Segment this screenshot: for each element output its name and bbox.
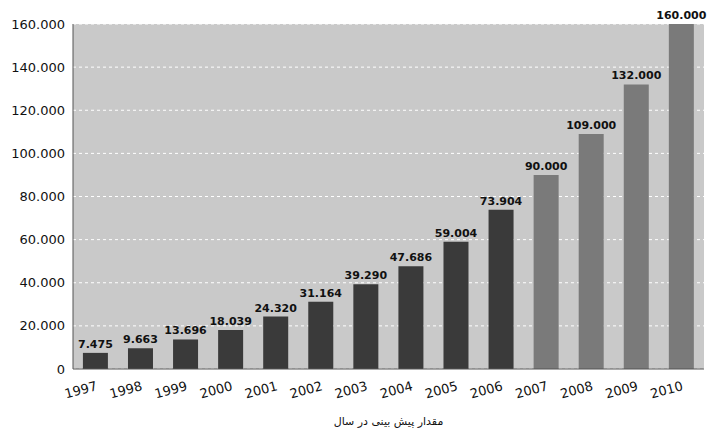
svg-text:2000: 2000 [198, 378, 234, 401]
svg-text:2010: 2010 [649, 378, 685, 401]
svg-text:73.904: 73.904 [480, 195, 523, 208]
svg-text:20.000: 20.000 [20, 318, 66, 333]
svg-text:2006: 2006 [468, 378, 504, 401]
svg-text:100.000: 100.000 [11, 146, 65, 161]
svg-text:2004: 2004 [378, 378, 414, 401]
svg-text:0: 0 [57, 362, 65, 377]
svg-text:31.164: 31.164 [300, 287, 343, 300]
svg-text:2001: 2001 [243, 378, 279, 401]
svg-text:2002: 2002 [288, 378, 324, 401]
svg-text:59.004: 59.004 [435, 227, 478, 240]
svg-text:24.320: 24.320 [254, 302, 297, 315]
svg-text:2005: 2005 [423, 378, 459, 401]
svg-text:160.000: 160.000 [656, 9, 706, 22]
svg-text:7.475: 7.475 [78, 338, 113, 351]
svg-text:40.000: 40.000 [20, 275, 66, 290]
svg-text:9.663: 9.663 [123, 333, 158, 346]
svg-text:120.000: 120.000 [11, 103, 65, 118]
svg-text:1997: 1997 [63, 378, 99, 401]
svg-text:109.000: 109.000 [566, 119, 616, 132]
svg-text:18.039: 18.039 [209, 315, 251, 328]
svg-text:1998: 1998 [108, 378, 144, 401]
svg-text:2007: 2007 [514, 378, 550, 401]
svg-text:60.000: 60.000 [20, 232, 66, 247]
svg-text:2003: 2003 [333, 378, 369, 401]
svg-text:47.686: 47.686 [390, 251, 433, 264]
svg-text:160.000: 160.000 [11, 17, 65, 32]
svg-text:132.000: 132.000 [611, 69, 661, 82]
svg-text:140.000: 140.000 [11, 60, 65, 75]
svg-text:39.290: 39.290 [345, 269, 388, 282]
svg-text:13.696: 13.696 [164, 324, 207, 337]
svg-text:مقدار پیش بینی در سال: مقدار پیش بینی در سال [334, 415, 444, 428]
svg-text:2009: 2009 [604, 378, 640, 401]
svg-text:2008: 2008 [559, 378, 595, 401]
svg-text:90.000: 90.000 [525, 160, 568, 173]
svg-text:1999: 1999 [153, 378, 189, 401]
svg-text:80.000: 80.000 [20, 189, 66, 204]
